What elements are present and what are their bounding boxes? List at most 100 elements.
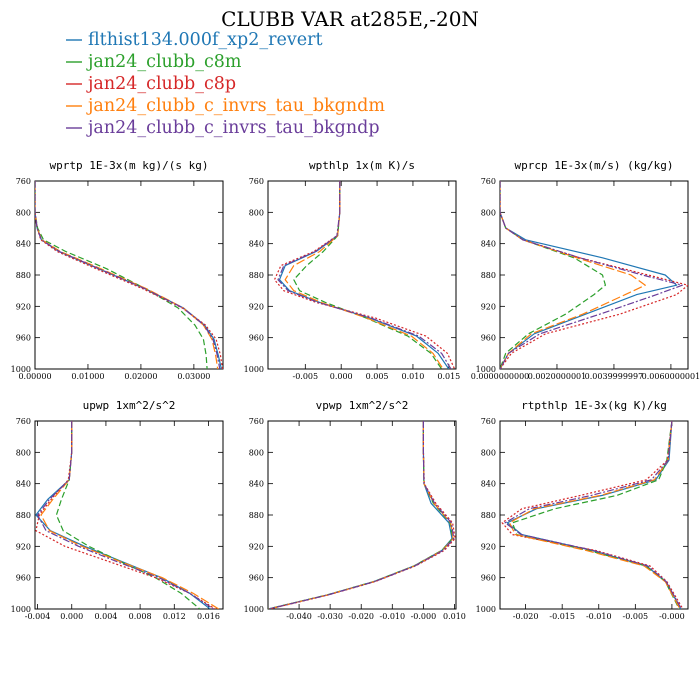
series-line <box>35 181 208 369</box>
y-tick-label: 920 <box>16 302 31 311</box>
y-tick-label: 920 <box>481 542 496 551</box>
panel-title: upwp 1xm^2/s^2 <box>83 399 176 412</box>
chart-panel: upwp 1xm^2/s^2 760 800 840 880 920 960 1000-0.0… <box>11 399 224 621</box>
series-line <box>500 181 646 369</box>
y-tick-label: 760 <box>16 177 31 186</box>
x-tick-label: 0.016 <box>197 612 220 621</box>
plot-frame <box>267 420 457 610</box>
x-tick-label: 0.00000 <box>18 372 51 381</box>
legend-label: jan24_clubb_c_invrs_tau_bkgndp <box>86 118 380 138</box>
y-tick-label: 760 <box>481 417 496 426</box>
chart-panel: wprtp 1E-3x(m kg)/(s kg) 760 800 840 880 920 9… <box>11 159 224 381</box>
panel-title: vpwp 1xm^2/s^2 <box>316 399 409 412</box>
plot-frame <box>34 180 224 370</box>
series-line <box>268 421 454 609</box>
y-tick-label: 840 <box>249 480 264 489</box>
x-tick-label: -0.040 <box>286 612 312 621</box>
x-tick-label: 0.004 <box>94 612 117 621</box>
legend-label: flthist134.000f_xp2_revert <box>88 30 323 50</box>
panel-title: wprtp 1E-3x(m kg)/(s kg) <box>50 159 209 172</box>
plot-frame <box>267 180 457 370</box>
series-line <box>504 421 682 609</box>
x-tick-label: -0.000 <box>411 612 437 621</box>
panel-title: rtpthlp 1E-3x(kg K)/kg <box>521 399 667 412</box>
plot-frame <box>499 420 689 610</box>
series-line <box>268 421 455 609</box>
y-tick-label: 760 <box>249 177 264 186</box>
series-line <box>35 421 216 609</box>
x-tick-label: -0.005 <box>293 372 319 381</box>
x-tick-label: 0.005 <box>366 372 389 381</box>
x-tick-label: -0.020 <box>348 612 374 621</box>
y-tick-label: 880 <box>249 271 264 280</box>
series-line <box>500 181 688 369</box>
series-line <box>35 181 222 369</box>
plot-frame <box>34 420 224 610</box>
series-group <box>501 421 684 609</box>
figure-title: CLUBB VAR at285E,-20N <box>221 7 479 31</box>
x-tick-label: -0.010 <box>379 612 405 621</box>
series-line <box>268 421 454 609</box>
series-line <box>293 181 443 369</box>
y-tick-label: 1000 <box>11 365 31 374</box>
y-tick-label: 920 <box>249 542 264 551</box>
legend-label: jan24_clubb_c8p <box>86 74 236 94</box>
series-line <box>35 181 221 369</box>
x-tick-label: 0.010 <box>443 612 466 621</box>
chart-panel: vpwp 1xm^2/s^2 760 800 840 880 920 960 1000 -0.0… <box>244 399 466 621</box>
y-tick-label: 960 <box>481 574 496 583</box>
series-line <box>269 421 456 609</box>
x-tick-label: 0.000 <box>330 372 353 381</box>
panel-title: wpthlp 1x(m K)/s <box>309 159 415 172</box>
y-tick-label: 960 <box>249 574 264 583</box>
series-line <box>511 421 680 609</box>
y-tick-label: 880 <box>481 511 496 520</box>
series-line <box>500 181 607 369</box>
y-tick-label: 1000 <box>476 605 496 614</box>
x-tick-label: -0.005 <box>623 612 649 621</box>
y-tick-label: 800 <box>16 208 31 217</box>
series-group <box>273 181 456 369</box>
x-tick-label: -0.000 <box>659 612 685 621</box>
x-tick-label: 0.0000000000 <box>471 372 530 381</box>
y-tick-label: 920 <box>481 302 496 311</box>
y-tick-label: 960 <box>16 574 31 583</box>
y-tick-label: 880 <box>481 271 496 280</box>
y-tick-label: 1000 <box>11 605 31 614</box>
panel-title: wprcp 1E-3x(m/s) (kg/kg) <box>515 159 674 172</box>
series-line <box>500 181 683 369</box>
y-tick-label: 840 <box>481 480 496 489</box>
x-tick-label: -0.020 <box>513 612 539 621</box>
x-tick-label: 0.0039999997 <box>585 372 644 381</box>
series-line <box>284 181 444 369</box>
y-tick-label: 880 <box>16 511 31 520</box>
series-group <box>268 421 456 609</box>
x-tick-label: 0.03000 <box>177 372 210 381</box>
legend: flthist134.000f_xp2_revert jan24_clubb_c8… <box>66 30 385 138</box>
chart-panel: wprcp 1E-3x(m/s) (kg/kg) 760 800 840 880 920 9… <box>471 159 700 381</box>
series-line <box>36 421 214 609</box>
x-tick-label: -0.030 <box>317 612 343 621</box>
y-tick-label: 880 <box>16 271 31 280</box>
series-line <box>35 181 223 369</box>
x-tick-label: 0.000 <box>60 612 83 621</box>
y-tick-label: 760 <box>16 417 31 426</box>
series-line <box>268 421 453 609</box>
y-tick-label: 1000 <box>244 365 264 374</box>
y-tick-label: 800 <box>249 448 264 457</box>
y-tick-label: 1000 <box>476 365 496 374</box>
legend-label: jan24_clubb_c_invrs_tau_bkgndm <box>86 96 385 116</box>
series-line <box>273 181 456 369</box>
y-tick-label: 800 <box>481 448 496 457</box>
y-tick-label: 800 <box>249 208 264 217</box>
series-line <box>501 421 684 609</box>
x-tick-label: -0.004 <box>25 612 51 621</box>
panels: wprtp 1E-3x(m kg)/(s kg) 760 800 840 880 920 9… <box>11 159 700 621</box>
y-tick-label: 840 <box>481 240 496 249</box>
series-line <box>35 421 211 609</box>
y-tick-label: 760 <box>481 177 496 186</box>
y-tick-label: 960 <box>481 334 496 343</box>
x-tick-label: 0.008 <box>129 612 152 621</box>
y-tick-label: 960 <box>16 334 31 343</box>
